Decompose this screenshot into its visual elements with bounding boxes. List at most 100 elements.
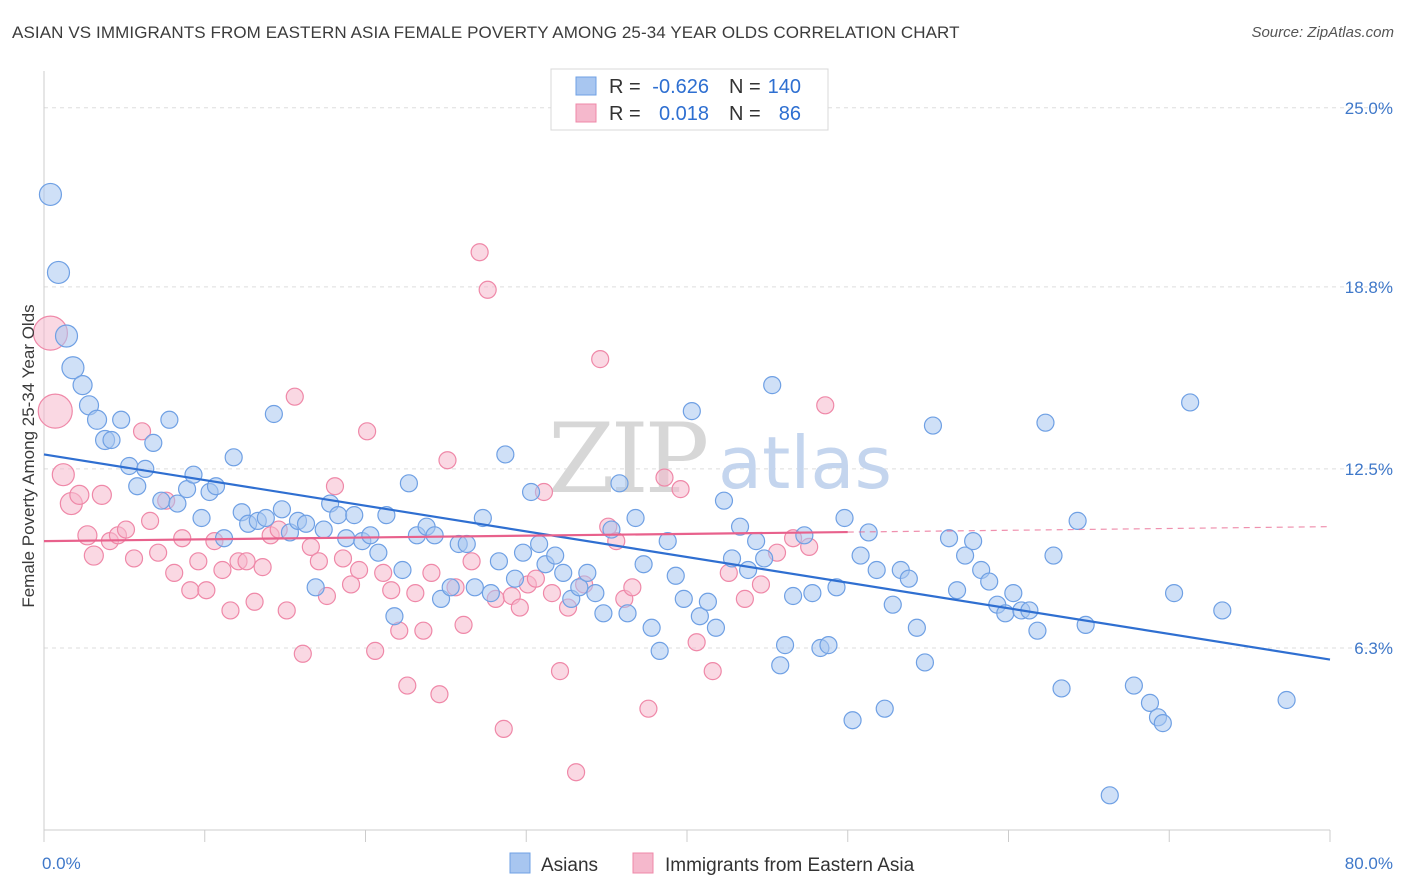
immigrants-point [69, 484, 90, 505]
asians-point [594, 604, 613, 623]
bottom-legend-immigrants: Immigrants from Eastern Asia [665, 855, 915, 876]
immigrants-point [277, 601, 296, 620]
immigrants-point [197, 581, 216, 600]
immigrants-point [77, 525, 98, 546]
trend-line-immigrants [43, 530, 848, 543]
asians-point [698, 592, 717, 611]
asians-point [1164, 584, 1184, 603]
immigrants-point [173, 529, 192, 548]
asians-point [425, 526, 444, 545]
asians-point [496, 445, 515, 464]
x-tick-label-max: 80.0% [1345, 854, 1393, 873]
asians-point [980, 572, 999, 591]
immigrants-point [221, 601, 240, 620]
asians-point [682, 402, 701, 421]
asians-point [618, 604, 637, 623]
asians-point [272, 500, 292, 519]
asians-point [224, 448, 243, 467]
asians-point [867, 560, 886, 580]
asians-point [610, 474, 629, 493]
y-tick-label: 25.0% [1345, 99, 1393, 118]
asians-point [803, 584, 822, 603]
asians-point [530, 534, 549, 554]
immigrants-point [91, 484, 112, 505]
asians-point [650, 641, 669, 660]
legend-swatch-asians [575, 76, 597, 96]
asians-point [457, 534, 476, 554]
immigrants-point [189, 552, 208, 571]
asians-point [1277, 690, 1296, 710]
asians-point [306, 578, 325, 597]
immigrants-point [398, 676, 417, 695]
bottom-legend-swatch-asians [509, 852, 531, 874]
asians-point [955, 546, 975, 565]
immigrants-point [37, 393, 73, 429]
asians-point [345, 506, 364, 525]
asians-point [763, 376, 782, 395]
y-tick-label: 12.5% [1345, 460, 1393, 479]
trend-line-immigrants-extrapolated [847, 526, 1331, 533]
trend-lines [43, 453, 1331, 661]
immigrants-point [406, 584, 425, 603]
asians-point [1028, 621, 1047, 640]
asians-point [775, 636, 795, 655]
asians-point [489, 552, 509, 571]
asians-point [192, 508, 211, 528]
immigrants-point [213, 560, 232, 580]
asians-point [554, 563, 573, 582]
y-tick-labels: 6.3% 12.5% 18.8% 25.0% [1345, 99, 1393, 658]
asians-point [505, 569, 525, 588]
asians-point [46, 260, 71, 285]
asians-point [152, 491, 171, 510]
x-tick-label-min: 0.0% [42, 854, 81, 873]
asians-point [160, 410, 179, 429]
asians-point [546, 546, 565, 565]
asians-point [586, 584, 605, 603]
immigrants-point [333, 549, 353, 568]
chart-title: ASIAN VS IMMIGRANTS FROM EASTERN ASIA FE… [12, 23, 960, 42]
asians-point [385, 607, 404, 626]
immigrants-point [735, 589, 754, 608]
immigrants-point [494, 719, 513, 738]
asians-point [1068, 511, 1087, 530]
immigrants-point [687, 633, 706, 652]
asians-point [819, 636, 838, 655]
bottom-legend-swatch-immigrants [632, 852, 654, 874]
immigrants-point [132, 422, 152, 441]
asians-point [1181, 393, 1200, 412]
asians-point [168, 494, 187, 513]
legend-swatch-immigrants [575, 103, 597, 123]
immigrants-point [382, 581, 401, 600]
asians-point [1044, 546, 1063, 565]
immigrants-point [116, 520, 136, 539]
asians-point [1124, 676, 1143, 695]
asians-point [795, 526, 814, 545]
immigrants-point [285, 387, 304, 406]
asians-point [256, 508, 275, 528]
legend-n-label-2: N = [729, 103, 761, 125]
immigrants-point [341, 575, 361, 594]
asians-point [706, 618, 726, 637]
immigrants-point [430, 685, 449, 704]
watermark-atlas: atlas [718, 421, 892, 505]
legend-n-label-1: N = [729, 76, 761, 98]
asians-point [184, 465, 203, 484]
asians-point [399, 474, 419, 493]
immigrants-point [51, 463, 75, 487]
immigrants-point [83, 545, 104, 566]
immigrants-point [366, 641, 385, 660]
asians-point [513, 543, 533, 562]
immigrants-point [124, 549, 144, 568]
asians-point [481, 584, 500, 603]
asians-point [102, 430, 121, 450]
immigrants-point [140, 511, 160, 530]
immigrants-point [526, 569, 545, 588]
asians-point [875, 699, 894, 718]
asians-point [61, 356, 85, 380]
asians-point [72, 375, 93, 396]
legend-r-label-2: R = [609, 103, 641, 125]
immigrants-point [671, 480, 690, 499]
immigrants-point [623, 578, 642, 597]
y-axis-label: Female Poverty Among 25-34 Year Olds [19, 304, 38, 607]
